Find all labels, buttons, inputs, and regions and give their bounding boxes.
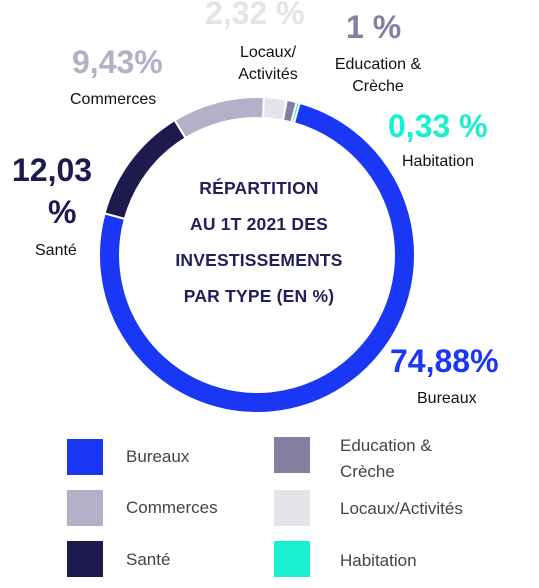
legend-label-habitation: Habitation xyxy=(340,551,417,570)
locaux-name-line-1: Locaux/ xyxy=(239,44,297,61)
legend-swatch-education xyxy=(274,437,310,473)
donut-slice-education-cr-che xyxy=(281,98,298,124)
habitation-percent-label: 0,33 % xyxy=(388,108,488,144)
sante-percent-label-line-1: 12,03 xyxy=(12,152,93,188)
sante-percent-label-line-2: % xyxy=(48,194,77,230)
education-percent-label: 1 % xyxy=(346,9,402,45)
donut-slice-commerces xyxy=(173,96,266,140)
legend-label-locaux: Locaux/Activités xyxy=(340,499,463,518)
legend-label-bureaux: Bureaux xyxy=(126,447,190,466)
sante-name-label: Santé xyxy=(35,242,77,259)
chart-title-line-1: RÉPARTITION xyxy=(199,178,319,198)
chart-title-line-2: AU 1T 2021 DES xyxy=(190,214,328,234)
education-name-line-2: Crèche xyxy=(352,78,404,95)
legend-label-sante: Santé xyxy=(126,550,171,569)
locaux-name-label: Locaux/ Activités xyxy=(228,42,308,86)
legend-swatch-sante xyxy=(67,541,103,577)
habitation-name-label: Habitation xyxy=(402,153,475,170)
legend-swatch-habitation xyxy=(274,541,310,577)
legend-swatch-locaux xyxy=(274,490,310,526)
legend-label-commerces: Commerces xyxy=(126,498,218,517)
bureaux-percent-label: 74,88% xyxy=(390,343,499,379)
donut-slices xyxy=(98,96,416,414)
locaux-percent-label: 2,32 % xyxy=(205,0,305,31)
chart-title: RÉPARTITION AU 1T 2021 DES INVESTISSEMEN… xyxy=(150,170,368,314)
chart-title-line-4: PAR TYPE (EN %) xyxy=(183,286,335,306)
bureaux-name-label: Bureaux xyxy=(417,390,477,407)
legend-label-education: Education & Crèche xyxy=(340,433,432,485)
education-name-label: Education & Crèche xyxy=(316,54,440,98)
chart-title-line-3: INVESTISSEMENTS xyxy=(175,250,343,270)
legend-swatch-commerces xyxy=(67,490,103,526)
commerces-name-label: Commerces xyxy=(70,91,157,108)
locaux-name-line-2: Activités xyxy=(238,66,298,83)
legend-swatch-bureaux xyxy=(67,439,103,475)
legend-label-education-line-1: Education & xyxy=(340,436,432,455)
legend-label-education-line-2: Crèche xyxy=(340,462,395,481)
commerces-percent-label: 9,43% xyxy=(72,44,163,80)
education-name-line-1: Education & xyxy=(334,56,422,73)
